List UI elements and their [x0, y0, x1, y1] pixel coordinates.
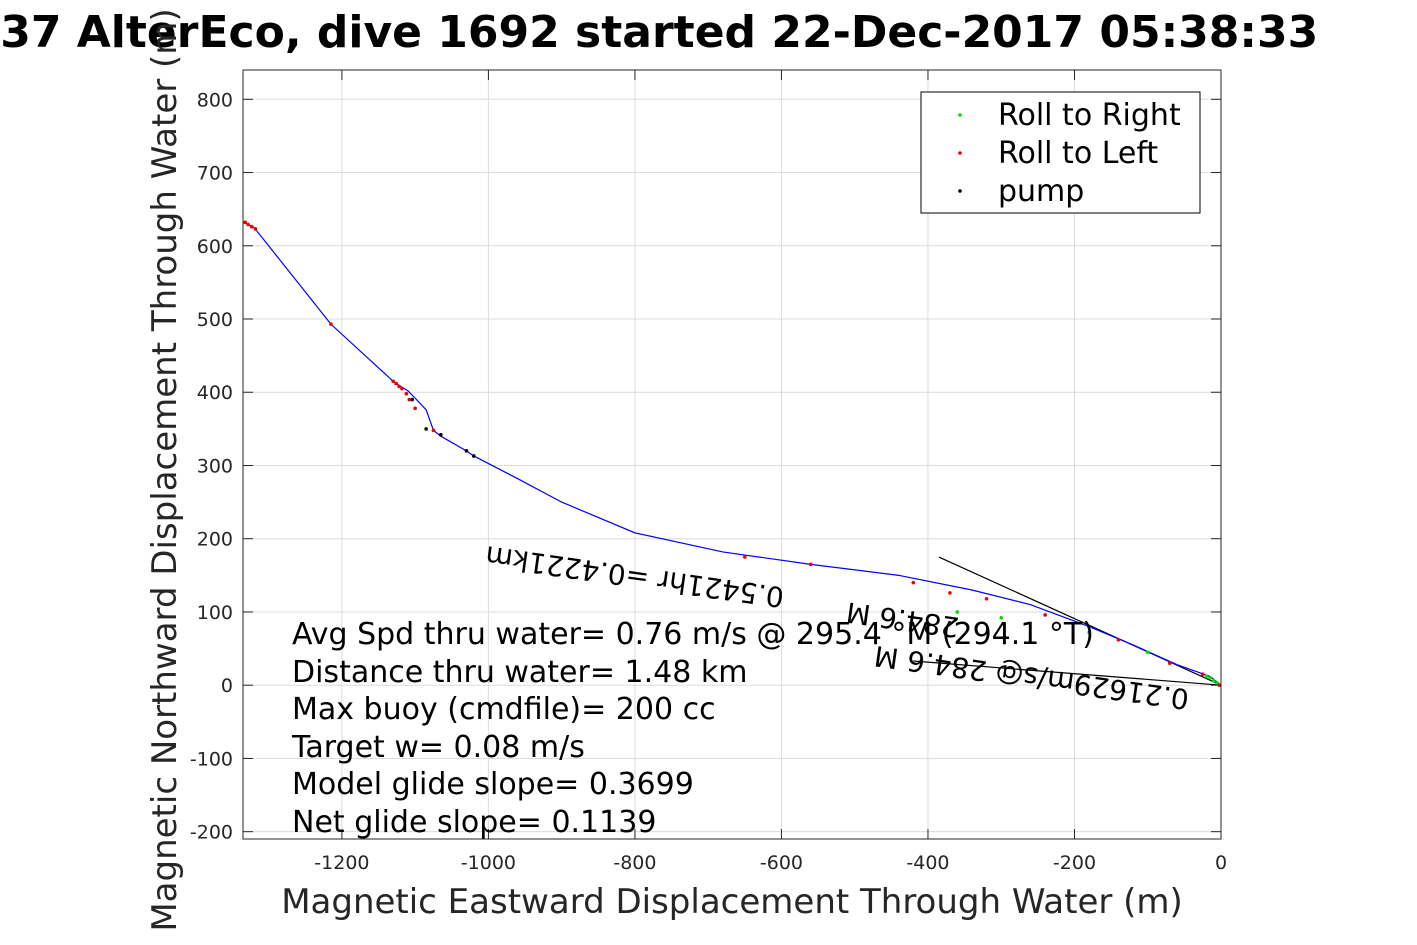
chart-title: SG537 AlterEco, dive 1692 started 22-Dec…	[0, 7, 1318, 58]
roll-left-point	[431, 428, 436, 433]
y-tick-label: 400	[197, 382, 233, 404]
x-tick-label: -1000	[461, 852, 516, 874]
roll-left-point	[407, 397, 412, 402]
roll-right-point	[1211, 679, 1216, 683]
y-tick-label: 0	[221, 675, 233, 697]
roll-right-point	[1208, 676, 1212, 680]
y-tick-label: 300	[197, 455, 233, 477]
net-glide-annotation: Net glide slope= 0.1139	[292, 805, 656, 840]
roll-left-point	[911, 580, 916, 585]
pump-point	[438, 432, 443, 437]
roll-left-point	[1167, 661, 1172, 666]
grid-lines	[243, 70, 1222, 839]
legend-label-pump: pump	[998, 174, 1084, 209]
y-tick-label: 500	[197, 309, 233, 331]
roll-right-point	[1204, 674, 1209, 679]
axis-ticks: -1200 -1000 -800 -600 -400 -200 0-200-10001002…	[190, 70, 1227, 874]
x-tick-label: -200	[1053, 852, 1096, 874]
x-tick-label: -1200	[314, 852, 369, 874]
y-tick-label: 200	[197, 529, 233, 551]
data-points	[243, 220, 1222, 687]
x-tick-label: 0	[1215, 852, 1227, 874]
roll-left-point	[397, 384, 401, 389]
roll-left-point	[1200, 672, 1205, 677]
x-axis-label: Magnetic Eastward Displacement Through W…	[281, 882, 1183, 922]
y-tick-label: -200	[190, 822, 233, 844]
bracket-line	[913, 660, 1222, 686]
y-tick-label: 700	[197, 163, 233, 185]
x-tick-label: -400	[906, 852, 949, 874]
pump-point	[471, 454, 476, 458]
roll-left-point	[1116, 637, 1121, 642]
roll-left-point	[1043, 613, 1047, 617]
roll-left-point	[253, 227, 258, 231]
x-tick-label: -800	[613, 852, 656, 874]
legend-label-roll-left: Roll to Left	[998, 136, 1158, 171]
roll-left-point	[743, 555, 747, 559]
roll-right-point	[1215, 681, 1220, 685]
roll-left-point	[948, 591, 952, 595]
legend-marker-roll-left	[958, 151, 962, 155]
max-buoy-annotation: Max buoy (cmdfile)= 200 cc	[292, 692, 716, 727]
y-tick-label: 100	[197, 602, 233, 624]
target-w-annotation: Target w= 0.08 m/s	[291, 730, 585, 765]
x-tick-label: -600	[760, 852, 803, 874]
model-glide-annotation: Model glide slope= 0.3699	[292, 767, 694, 802]
roll-left-point	[394, 381, 398, 386]
stats-annotations: Avg Spd thru water= 0.76 m/s @ 295.4 °M …	[291, 617, 1094, 840]
legend-box	[920, 91, 1201, 214]
plot-frame	[242, 69, 1222, 840]
roll-left-point	[243, 220, 247, 225]
roll-left-point	[329, 322, 333, 326]
roll-left-point	[1217, 683, 1222, 687]
roll-right-point	[999, 616, 1004, 620]
roll-left-point	[808, 562, 813, 567]
roll-left-point	[984, 596, 989, 601]
roll-left-point	[400, 386, 404, 391]
y-axis-label: Magnetic Northward Displacement Through …	[145, 8, 185, 931]
pump-point	[410, 397, 415, 402]
legend-marker-roll-right	[958, 113, 962, 117]
roll-left-point	[249, 224, 254, 229]
roll-left-point	[391, 379, 395, 384]
y-tick-label: 800	[197, 89, 233, 111]
pump-point	[424, 427, 428, 431]
y-tick-label: -100	[190, 748, 233, 770]
legend-label-roll-right: Roll to Right	[998, 98, 1181, 133]
legend: Roll to Right Roll to Left pump	[920, 91, 1201, 214]
roll-right-point	[955, 610, 960, 614]
y-tick-label: 600	[197, 236, 233, 258]
roll-left-point	[246, 222, 250, 227]
roll-right-point	[1087, 630, 1091, 635]
avg-speed-annotation: Avg Spd thru water= 0.76 m/s @ 295.4 °M …	[292, 617, 1094, 652]
pump-point	[464, 449, 469, 453]
distance-annotation: Distance thru water= 1.48 km	[292, 655, 747, 690]
roll-left-point	[404, 391, 409, 396]
roll-right-point	[1145, 650, 1150, 655]
roll-left-point	[413, 406, 417, 411]
legend-marker-pump	[958, 189, 962, 193]
